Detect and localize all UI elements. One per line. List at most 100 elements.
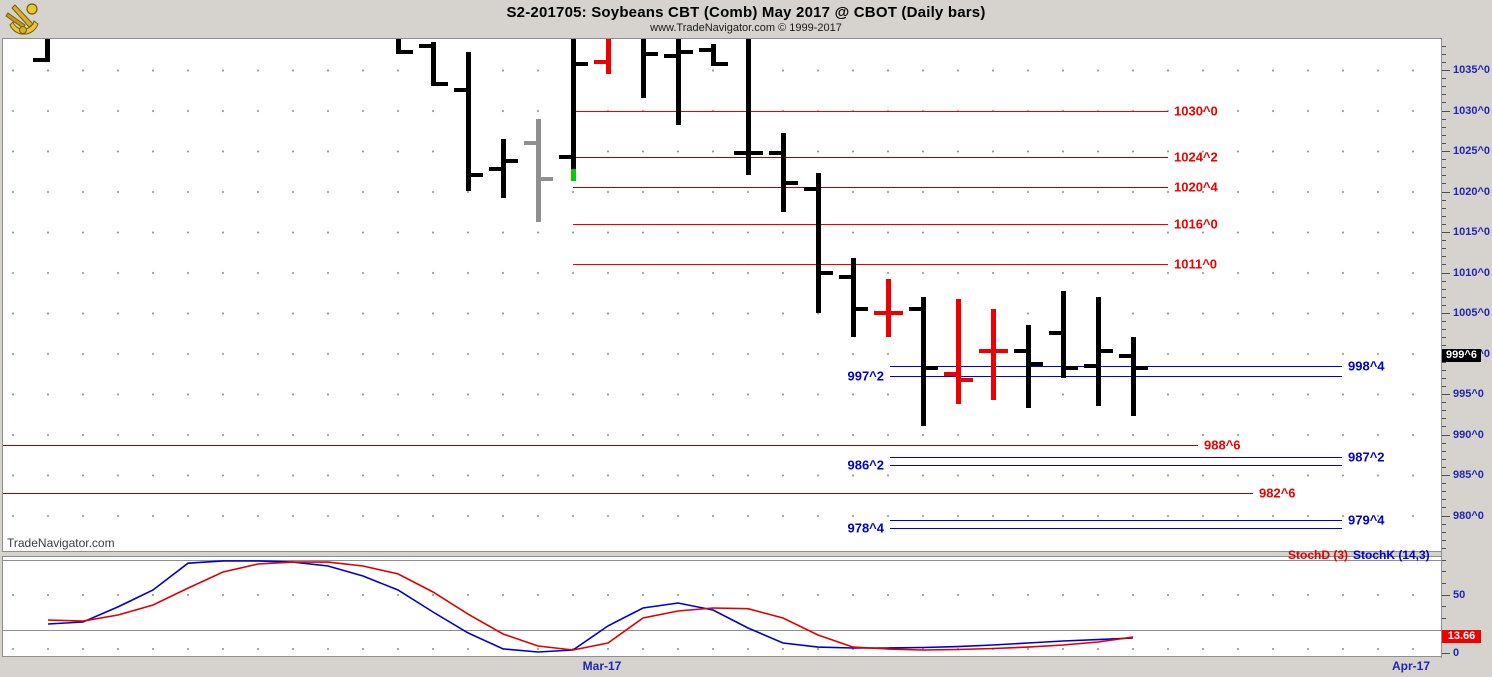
open-tick xyxy=(874,311,886,315)
price-bar xyxy=(45,39,50,62)
open-tick xyxy=(33,57,45,62)
price-axis-tick xyxy=(1442,215,1446,217)
price-axis-tick xyxy=(1442,361,1446,363)
price-axis-tick xyxy=(1442,272,1450,274)
open-tick xyxy=(419,43,431,48)
price-level-line[interactable] xyxy=(573,157,1168,159)
blue-level-line[interactable] xyxy=(890,527,1342,529)
price-bar xyxy=(501,138,506,198)
close-tick xyxy=(436,82,448,87)
close-tick xyxy=(471,173,483,178)
open-tick xyxy=(664,53,676,58)
stochd-line xyxy=(47,561,1134,651)
price-level-line[interactable] xyxy=(3,444,1198,446)
price-axis-tick xyxy=(1442,369,1446,371)
price-axis-tick xyxy=(1442,515,1450,517)
open-tick xyxy=(839,274,851,279)
price-axis-tick xyxy=(1442,191,1450,193)
stoch-axis-tick xyxy=(1442,559,1446,561)
price-level-label: 1016^0 xyxy=(1174,216,1218,232)
price-axis-tick xyxy=(1442,313,1450,314)
close-tick xyxy=(1066,365,1078,370)
close-tick xyxy=(1031,361,1043,366)
price-bar xyxy=(781,132,786,212)
open-tick xyxy=(1014,349,1026,354)
open-tick xyxy=(559,155,571,160)
blue-level-label-right: 998^4 xyxy=(1348,358,1385,374)
price-axis-tick xyxy=(1442,499,1446,501)
close-tick xyxy=(576,61,588,66)
stoch-axis-tick xyxy=(1442,653,1450,654)
price-axis-tick xyxy=(1442,426,1446,428)
price-level-line[interactable] xyxy=(573,110,1168,112)
price-axis-tick xyxy=(1442,45,1446,47)
price-axis-tick xyxy=(1442,167,1446,169)
blue-level-line[interactable] xyxy=(890,464,1342,466)
price-axis-tick xyxy=(1442,329,1446,331)
legend-stochk[interactable]: StochK (14,3) xyxy=(1353,548,1430,562)
price-axis-label: 995^0 xyxy=(1453,388,1484,400)
open-tick xyxy=(454,88,466,93)
stoch-axis-tick xyxy=(1442,571,1446,573)
price-axis-tick xyxy=(1442,134,1446,136)
price-axis-tick xyxy=(1442,256,1446,258)
blue-level-label-right: 987^2 xyxy=(1348,449,1385,465)
close-tick xyxy=(891,311,903,315)
blue-level-line[interactable] xyxy=(890,375,1342,377)
price-level-label: 988^6 xyxy=(1204,437,1241,453)
price-axis-tick xyxy=(1442,418,1446,420)
last-price-marker: 999^6 xyxy=(1442,349,1481,363)
time-axis-label: Apr-17 xyxy=(1391,659,1431,673)
blue-level-line[interactable] xyxy=(890,519,1342,521)
price-bar xyxy=(921,296,926,427)
price-axis-tick xyxy=(1442,280,1446,282)
price-axis-tick xyxy=(1442,377,1446,379)
price-bar xyxy=(396,39,401,54)
price-axis-tick xyxy=(1442,442,1446,444)
price-axis-tick xyxy=(1442,94,1446,96)
price-axis-tick xyxy=(1442,337,1446,339)
price-level-line[interactable] xyxy=(573,264,1168,266)
price-axis-tick xyxy=(1442,53,1446,55)
price-axis-label: 990^0 xyxy=(1453,428,1484,441)
trade-navigator-logo-sextant-icon[interactable] xyxy=(3,1,45,37)
open-tick xyxy=(524,140,536,145)
open-tick xyxy=(489,167,501,172)
price-level-line[interactable] xyxy=(573,223,1168,225)
chart-subtitle: www.TradeNavigator.com © 1999-2017 xyxy=(650,22,842,34)
price-axis-tick xyxy=(1442,70,1450,71)
close-tick xyxy=(716,61,728,66)
price-chart-panel[interactable]: TradeNavigator.com 1030^0 1024^2 1020^4 101… xyxy=(2,38,1441,552)
price-axis-tick xyxy=(1442,507,1446,509)
legend-stochd[interactable]: StochD (3) xyxy=(1288,548,1348,562)
price-level-label: 982^6 xyxy=(1259,485,1296,501)
open-tick xyxy=(1084,363,1096,368)
stoch-axis-tick xyxy=(1442,618,1446,620)
price-level-label: 1024^2 xyxy=(1174,149,1218,165)
price-level-line[interactable] xyxy=(3,493,1253,495)
price-level-label: 1020^4 xyxy=(1174,179,1218,195)
blue-level-line[interactable] xyxy=(890,365,1342,367)
price-bar xyxy=(1026,325,1031,409)
close-tick xyxy=(821,270,833,275)
price-axis-tick xyxy=(1442,159,1446,161)
stochastic-panel[interactable] xyxy=(2,556,1441,657)
price-bar xyxy=(431,41,436,87)
price-bar xyxy=(1061,290,1066,378)
price-level-line[interactable] xyxy=(573,187,1168,189)
open-tick xyxy=(804,187,816,192)
stoch-axis-label: 0 xyxy=(1453,647,1460,659)
price-axis-tick xyxy=(1442,199,1446,201)
close-tick xyxy=(646,51,658,56)
sextant-icon xyxy=(5,3,39,35)
price-axis-tick xyxy=(1442,402,1446,404)
stoch-axis-tick xyxy=(1442,594,1450,596)
blue-level-line[interactable] xyxy=(890,456,1342,458)
price-axis-tick xyxy=(1442,110,1450,112)
price-axis-label: 1025^0 xyxy=(1453,145,1491,157)
price-axis-tick xyxy=(1442,450,1446,452)
price-axis-tick xyxy=(1442,240,1446,242)
stoch-reference-line xyxy=(3,629,1441,631)
price-axis-tick xyxy=(1442,78,1446,80)
